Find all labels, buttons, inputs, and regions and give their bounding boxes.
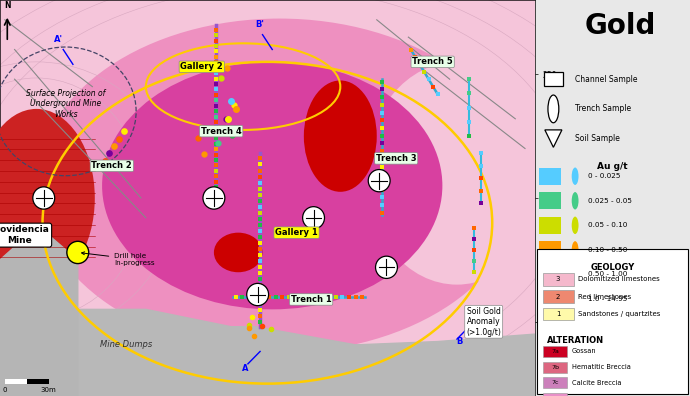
Text: Sandstones / quartzites: Sandstones / quartzites (578, 311, 660, 317)
Text: Gallery 2: Gallery 2 (180, 62, 223, 71)
FancyBboxPatch shape (542, 308, 573, 320)
FancyBboxPatch shape (542, 393, 567, 396)
Circle shape (572, 192, 578, 209)
FancyBboxPatch shape (542, 290, 573, 303)
Text: Trench 4: Trench 4 (201, 127, 242, 136)
FancyBboxPatch shape (542, 273, 573, 286)
Text: N: N (4, 1, 10, 10)
Text: Soil Gold
Anomaly
(>1.0g/t): Soil Gold Anomaly (>1.0g/t) (466, 307, 501, 337)
Text: A': A' (54, 35, 63, 44)
Text: Au g/t: Au g/t (597, 162, 628, 171)
Text: 7c: 7c (551, 381, 559, 385)
Text: 0.05 - 0.10: 0.05 - 0.10 (587, 222, 627, 228)
Text: Hematitic Breccia: Hematitic Breccia (572, 364, 631, 370)
Circle shape (203, 187, 225, 209)
Polygon shape (73, 309, 535, 396)
Text: 0.025 - 0.05: 0.025 - 0.05 (587, 198, 631, 204)
Text: Trench 1: Trench 1 (290, 295, 331, 304)
Text: 3: 3 (555, 276, 560, 282)
Text: Calcite Breccia: Calcite Breccia (572, 380, 622, 386)
Text: Mine Dumps: Mine Dumps (100, 339, 152, 348)
Text: A: A (242, 364, 249, 373)
Polygon shape (195, 327, 364, 396)
FancyBboxPatch shape (542, 362, 567, 373)
FancyBboxPatch shape (540, 241, 561, 259)
Text: B: B (456, 337, 462, 346)
Text: Trench 5: Trench 5 (413, 57, 453, 67)
Circle shape (247, 284, 268, 306)
FancyBboxPatch shape (537, 249, 688, 394)
Text: GEOLOGY: GEOLOGY (590, 263, 635, 272)
Circle shape (375, 256, 397, 278)
Text: 0: 0 (3, 387, 7, 393)
Text: ALTERATION: ALTERATION (547, 336, 604, 345)
Circle shape (572, 168, 578, 185)
FancyBboxPatch shape (542, 346, 567, 357)
Text: Gallery 1: Gallery 1 (275, 228, 318, 237)
FancyBboxPatch shape (540, 168, 561, 185)
Text: Drill hole
In-progress: Drill hole In-progress (81, 252, 155, 266)
Text: Channel Sample: Channel Sample (575, 75, 638, 84)
Ellipse shape (102, 62, 442, 309)
Circle shape (548, 95, 559, 123)
Text: Dolomitized limestones: Dolomitized limestones (578, 276, 660, 282)
Text: 2: 2 (556, 293, 560, 300)
Ellipse shape (366, 62, 548, 285)
Ellipse shape (37, 19, 522, 353)
Text: 1.0 - 14.95: 1.0 - 14.95 (587, 296, 627, 302)
Circle shape (303, 207, 324, 229)
Circle shape (572, 217, 578, 234)
Ellipse shape (214, 232, 262, 272)
Text: Surface Projection of
Underground Mine
Works: Surface Projection of Underground Mine W… (26, 89, 106, 119)
Text: Red limestones: Red limestones (578, 293, 631, 300)
Polygon shape (545, 130, 562, 147)
FancyBboxPatch shape (540, 266, 561, 283)
FancyBboxPatch shape (542, 377, 567, 388)
Text: 0.50 - 1.00: 0.50 - 1.00 (587, 271, 627, 278)
Text: Providencia
Mine: Providencia Mine (0, 225, 50, 245)
Circle shape (572, 241, 578, 259)
Circle shape (572, 290, 578, 308)
Text: 30m: 30m (41, 387, 57, 393)
Text: 0.10 - 0.50: 0.10 - 0.50 (587, 247, 627, 253)
Text: 7a: 7a (551, 349, 559, 354)
Ellipse shape (0, 109, 95, 287)
Text: Gold: Gold (584, 12, 656, 40)
Polygon shape (0, 235, 78, 396)
FancyBboxPatch shape (544, 72, 563, 86)
Polygon shape (0, 371, 535, 396)
Circle shape (368, 169, 390, 192)
Text: B': B' (256, 20, 264, 29)
FancyBboxPatch shape (540, 217, 561, 234)
Circle shape (572, 266, 578, 283)
FancyBboxPatch shape (540, 192, 561, 209)
Text: Soil Sample: Soil Sample (575, 134, 620, 143)
Text: 1: 1 (555, 311, 560, 317)
Text: Trench 3: Trench 3 (376, 154, 417, 163)
Text: Gossan: Gossan (572, 348, 597, 354)
Text: Trench 2: Trench 2 (92, 161, 132, 170)
Ellipse shape (304, 80, 377, 192)
Circle shape (67, 241, 89, 264)
Text: 0 - 0.025: 0 - 0.025 (587, 173, 620, 179)
Text: Trench Sample: Trench Sample (575, 105, 631, 113)
Circle shape (33, 187, 55, 209)
Text: 7b: 7b (551, 365, 559, 369)
FancyBboxPatch shape (540, 290, 561, 308)
